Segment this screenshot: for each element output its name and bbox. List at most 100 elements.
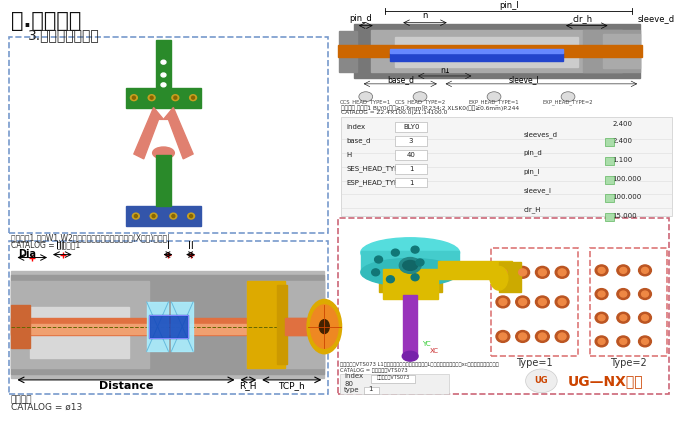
Bar [583, 30, 640, 72]
Text: 2.400: 2.400 [612, 121, 633, 127]
Bar [10, 281, 148, 368]
Text: index: index [344, 373, 363, 379]
Text: clr_H: clr_H [524, 206, 541, 213]
Bar [340, 374, 449, 394]
Ellipse shape [499, 299, 507, 305]
Bar [148, 315, 188, 339]
Bar [396, 178, 427, 187]
Ellipse shape [375, 256, 383, 263]
Text: type: type [344, 387, 360, 393]
Ellipse shape [598, 291, 605, 297]
Text: 1: 1 [368, 386, 373, 392]
Bar [396, 37, 578, 67]
Text: pin_d: pin_d [524, 150, 542, 156]
Ellipse shape [172, 95, 179, 101]
Ellipse shape [499, 333, 507, 340]
Bar [396, 136, 427, 146]
Text: 100.000: 100.000 [612, 194, 642, 200]
Text: index: index [346, 124, 365, 130]
Bar [605, 176, 614, 183]
Bar [396, 150, 427, 160]
Ellipse shape [555, 296, 569, 308]
Ellipse shape [598, 267, 605, 273]
Ellipse shape [153, 147, 174, 159]
Ellipse shape [372, 269, 379, 276]
Ellipse shape [516, 267, 530, 278]
Ellipse shape [617, 336, 630, 347]
Bar [338, 45, 642, 57]
Bar [148, 315, 188, 339]
Text: UG—NX教程: UG—NX教程 [568, 374, 644, 388]
Ellipse shape [361, 259, 460, 286]
Text: n1: n1 [440, 66, 449, 75]
Text: Type=2: Type=2 [610, 358, 646, 368]
Text: Dia: Dia [18, 249, 37, 259]
Bar [499, 263, 521, 292]
Ellipse shape [411, 246, 419, 253]
Bar [605, 213, 614, 221]
Ellipse shape [399, 258, 421, 273]
Ellipse shape [490, 267, 508, 290]
Ellipse shape [595, 265, 608, 276]
Text: I: I [167, 241, 170, 251]
Bar [354, 24, 640, 78]
Polygon shape [134, 108, 163, 159]
Text: 3.其它标准件设计: 3.其它标准件设计 [29, 28, 100, 43]
Text: III: III [56, 241, 64, 251]
Ellipse shape [639, 289, 652, 299]
Text: base_d: base_d [346, 138, 370, 145]
Ellipse shape [188, 213, 195, 219]
Text: 急回机构1 注：W1,W2为急回机构在模具中心左右侧(X轴向)的偏距|: 急回机构1 注：W1,W2为急回机构在模具中心左右侧(X轴向)的偏距| [10, 234, 170, 243]
Bar [10, 318, 324, 336]
Bar [338, 218, 669, 394]
Bar [390, 53, 563, 61]
Text: 1: 1 [409, 179, 413, 186]
Bar [155, 40, 172, 90]
Text: ZC: ZC [405, 332, 415, 337]
Text: 40: 40 [407, 152, 415, 158]
Ellipse shape [620, 339, 627, 344]
Bar [364, 387, 379, 394]
Text: CCS_HEAD_TYPE=1: CCS_HEAD_TYPE=1 [340, 100, 392, 105]
Text: R_H: R_H [240, 381, 257, 390]
Ellipse shape [595, 312, 608, 323]
Ellipse shape [496, 331, 510, 342]
Ellipse shape [642, 339, 648, 344]
Text: CCS_HEAD_TYPE=2: CCS_HEAD_TYPE=2 [394, 100, 445, 105]
Bar [9, 37, 328, 233]
Text: Distance: Distance [99, 381, 153, 391]
Bar [146, 302, 168, 351]
Ellipse shape [148, 95, 155, 101]
Ellipse shape [598, 339, 605, 344]
Ellipse shape [487, 92, 501, 101]
Ellipse shape [558, 333, 566, 340]
Ellipse shape [189, 214, 193, 218]
Bar [339, 31, 357, 72]
Bar [30, 307, 129, 358]
Ellipse shape [161, 83, 166, 87]
Text: sleeve_l: sleeve_l [524, 187, 552, 194]
Ellipse shape [496, 296, 510, 308]
Bar [383, 269, 438, 299]
Bar [379, 274, 442, 292]
Ellipse shape [174, 96, 177, 99]
Text: 拉杆装配: 拉杆装配 [10, 396, 32, 405]
Ellipse shape [402, 260, 417, 271]
Bar [370, 30, 622, 72]
Ellipse shape [499, 269, 507, 276]
Text: CATALOG = 参支热流道VTS073: CATALOG = 参支热流道VTS073 [340, 368, 408, 373]
Text: 三.结构设计: 三.结构设计 [10, 11, 81, 31]
Text: 1: 1 [409, 166, 413, 172]
Ellipse shape [519, 269, 526, 276]
Text: ESP_HEAD_TYPE: ESP_HEAD_TYPE [346, 179, 402, 186]
Text: EXP_HEAD_TYPE=1: EXP_HEAD_TYPE=1 [469, 100, 520, 105]
Ellipse shape [642, 267, 648, 273]
Ellipse shape [639, 265, 652, 276]
Ellipse shape [307, 299, 342, 354]
Ellipse shape [151, 96, 153, 99]
Ellipse shape [132, 213, 140, 219]
Text: base_d: base_d [387, 75, 414, 84]
Bar [277, 285, 287, 364]
Text: II: II [188, 241, 194, 251]
Bar [396, 122, 427, 132]
